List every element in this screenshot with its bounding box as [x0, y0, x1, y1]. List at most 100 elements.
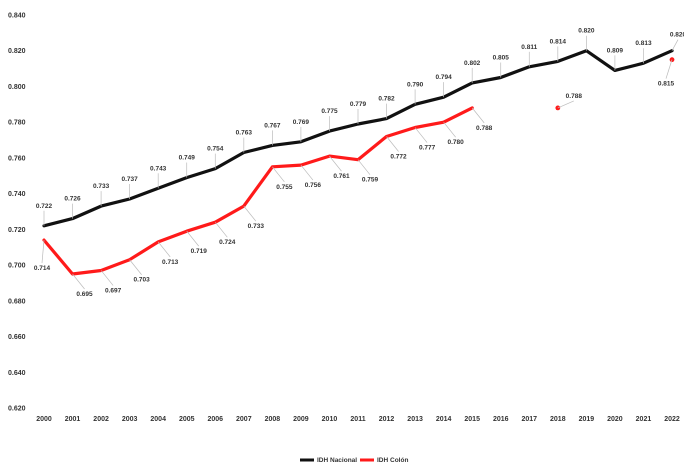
- y-tick-label: 0.800: [8, 84, 26, 91]
- x-tick-label: 2006: [207, 416, 223, 423]
- data-label: 0.733: [93, 183, 110, 190]
- x-tick-label: 2019: [579, 416, 595, 423]
- data-label: 0.724: [219, 239, 236, 246]
- y-tick-label: 0.740: [8, 191, 26, 198]
- x-tick-label: 2008: [265, 416, 281, 423]
- y-tick-label: 0.780: [8, 120, 26, 127]
- x-tick-label: 2000: [36, 416, 52, 423]
- y-tick-label: 0.720: [8, 227, 26, 234]
- series-line: [42, 106, 474, 276]
- x-tick-label: 2009: [293, 416, 309, 423]
- x-tick-label: 2012: [379, 416, 395, 423]
- legend-label: IDH Colón: [377, 457, 408, 464]
- data-label: 0.782: [378, 96, 395, 103]
- data-label: 0.761: [333, 173, 350, 180]
- data-label: 0.779: [350, 101, 367, 108]
- data-label: 0.754: [207, 146, 224, 153]
- data-point: [555, 105, 561, 111]
- x-tick-label: 2011: [350, 416, 365, 423]
- legend-item: IDH Colón: [360, 457, 408, 464]
- leader-line: [414, 127, 428, 143]
- data-label: 0.755: [276, 184, 293, 191]
- data-label-layer: 0.722 0.726 0.733 0.737 0.743 0.749 0.754 0.763…: [34, 28, 684, 298]
- leader-line: [665, 59, 673, 79]
- leader-line: [243, 205, 257, 222]
- x-tick-label: 2022: [664, 416, 680, 423]
- x-tick-label: 2017: [521, 416, 537, 423]
- legend-label: IDH Nacional: [317, 457, 357, 464]
- series-idh-colon: [42, 57, 675, 276]
- data-label: 0.802: [464, 60, 481, 67]
- data-label: 0.788: [476, 125, 493, 132]
- data-point: [669, 57, 675, 63]
- x-tick-label: 2018: [550, 416, 566, 423]
- leader-line: [129, 259, 142, 275]
- y-tick-label: 0.840: [8, 13, 26, 20]
- data-label: 0.780: [447, 139, 464, 146]
- x-tick-label: 2005: [179, 416, 195, 423]
- data-label: 0.769: [293, 119, 310, 126]
- leader-line: [471, 107, 485, 124]
- data-label: 0.726: [64, 196, 81, 203]
- data-label: 0.788: [566, 93, 583, 100]
- x-tick-label: 2013: [407, 416, 423, 423]
- data-label: 0.815: [658, 81, 675, 88]
- data-label: 0.772: [390, 153, 407, 160]
- x-tick-label: 2004: [150, 416, 166, 423]
- data-label: 0.814: [550, 38, 567, 45]
- leader-line: [443, 121, 456, 138]
- x-tick-label: 2021: [636, 416, 652, 423]
- x-axis: 2000 2001 2002 2003 2004 2005 2006 2007 2008 2009…: [36, 416, 680, 423]
- data-label: 0.749: [179, 155, 196, 162]
- x-tick-label: 2007: [236, 416, 252, 423]
- data-label: 0.743: [150, 165, 167, 172]
- x-tick-label: 2010: [322, 416, 338, 423]
- legend-item: IDH Nacional: [300, 457, 357, 464]
- data-label: 0.813: [635, 40, 652, 47]
- data-label: 0.703: [133, 277, 150, 284]
- x-tick-label: 2003: [122, 416, 138, 423]
- x-tick-label: 2014: [436, 416, 452, 423]
- data-label: 0.719: [191, 248, 208, 255]
- data-label: 0.820: [670, 32, 684, 39]
- data-label: 0.805: [493, 55, 510, 62]
- leader-line: [72, 273, 85, 290]
- y-tick-label: 0.760: [8, 155, 26, 162]
- data-label: 0.733: [248, 223, 265, 230]
- data-label: 0.759: [362, 177, 379, 184]
- data-label: 0.794: [435, 74, 452, 81]
- series-idh-nacional: [42, 49, 674, 228]
- data-label: 0.767: [264, 122, 281, 129]
- leader-line: [214, 221, 228, 238]
- x-tick-label: 2020: [607, 416, 623, 423]
- data-label: 0.695: [76, 291, 93, 298]
- data-label: 0.811: [521, 44, 537, 51]
- leader-line: [329, 155, 342, 172]
- data-label: 0.737: [121, 176, 138, 183]
- leader-line: [357, 159, 371, 175]
- leader-line: [186, 230, 200, 247]
- data-label: 0.809: [607, 47, 624, 54]
- data-label: 0.820: [578, 28, 595, 35]
- x-tick-label: 2016: [493, 416, 509, 423]
- leader-line: [100, 270, 114, 286]
- data-label: 0.722: [36, 203, 53, 210]
- y-axis: 0.620 0.640 0.660 0.680 0.700 0.720 0.740 0.760…: [8, 13, 26, 413]
- y-tick-label: 0.700: [8, 263, 26, 270]
- series-layer: [42, 49, 675, 276]
- leader-line: [41, 240, 45, 264]
- data-label: 0.775: [321, 108, 338, 115]
- leader-line: [557, 100, 574, 109]
- data-label: 0.763: [236, 130, 253, 137]
- y-tick-label: 0.680: [8, 298, 26, 305]
- x-tick-label: 2015: [464, 416, 480, 423]
- leader-line: [671, 39, 679, 51]
- data-label: 0.756: [305, 182, 322, 189]
- data-label: 0.714: [34, 265, 51, 272]
- data-label: 0.713: [162, 259, 179, 266]
- legend: IDH Nacional IDH Colón: [300, 457, 408, 464]
- data-label: 0.697: [105, 287, 122, 294]
- y-tick-label: 0.660: [8, 334, 26, 341]
- y-tick-label: 0.620: [8, 406, 26, 413]
